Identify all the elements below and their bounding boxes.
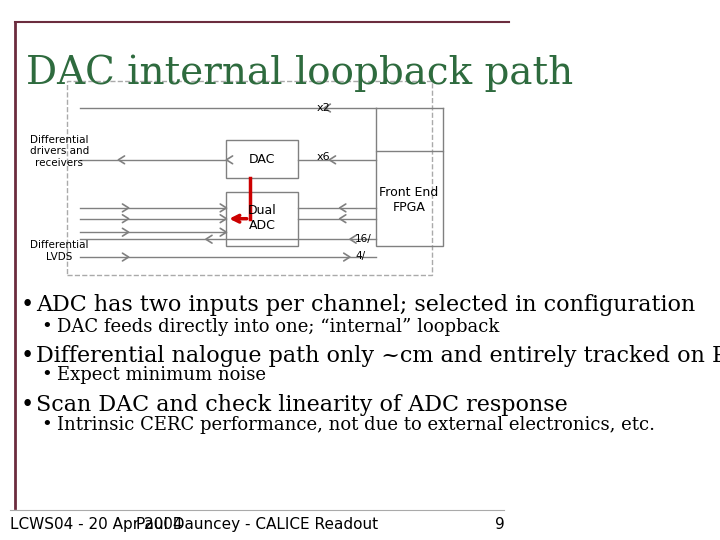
Text: Intrinsic CERC performance, not due to external electronics, etc.: Intrinsic CERC performance, not due to e… bbox=[57, 416, 654, 434]
Text: •: • bbox=[41, 318, 52, 336]
Text: x6: x6 bbox=[317, 152, 330, 161]
Text: DAC feeds directly into one; “internal” loopback: DAC feeds directly into one; “internal” … bbox=[57, 318, 499, 336]
Text: Front End
FPGA: Front End FPGA bbox=[379, 186, 438, 214]
Text: DAC internal loopback path: DAC internal loopback path bbox=[26, 54, 573, 91]
Text: 16/: 16/ bbox=[355, 234, 372, 244]
Text: •: • bbox=[21, 346, 34, 367]
Text: DAC: DAC bbox=[249, 153, 276, 166]
Text: Paul Dauncey - CALICE Readout: Paul Dauncey - CALICE Readout bbox=[136, 517, 378, 532]
Text: Scan DAC and check linearity of ADC response: Scan DAC and check linearity of ADC resp… bbox=[36, 394, 568, 416]
Text: •: • bbox=[21, 394, 34, 416]
Text: x2: x2 bbox=[317, 103, 330, 113]
Text: •: • bbox=[41, 416, 52, 434]
Text: •: • bbox=[21, 294, 34, 316]
Text: Differential nalogue path only ~cm and entirely tracked on PCB: Differential nalogue path only ~cm and e… bbox=[36, 346, 720, 367]
Text: Expect minimum noise: Expect minimum noise bbox=[57, 366, 266, 384]
Text: LCWS04 - 20 Apr 2004: LCWS04 - 20 Apr 2004 bbox=[10, 517, 183, 532]
Text: ADC has two inputs per channel; selected in configuration: ADC has two inputs per channel; selected… bbox=[36, 294, 696, 316]
Text: Differential
LVDS: Differential LVDS bbox=[30, 240, 89, 262]
Text: •: • bbox=[41, 366, 52, 384]
Text: 9: 9 bbox=[495, 517, 504, 532]
Text: Dual
ADC: Dual ADC bbox=[248, 204, 276, 232]
Text: 4/: 4/ bbox=[355, 252, 365, 261]
Text: Differential
drivers and
receivers: Differential drivers and receivers bbox=[30, 134, 89, 168]
